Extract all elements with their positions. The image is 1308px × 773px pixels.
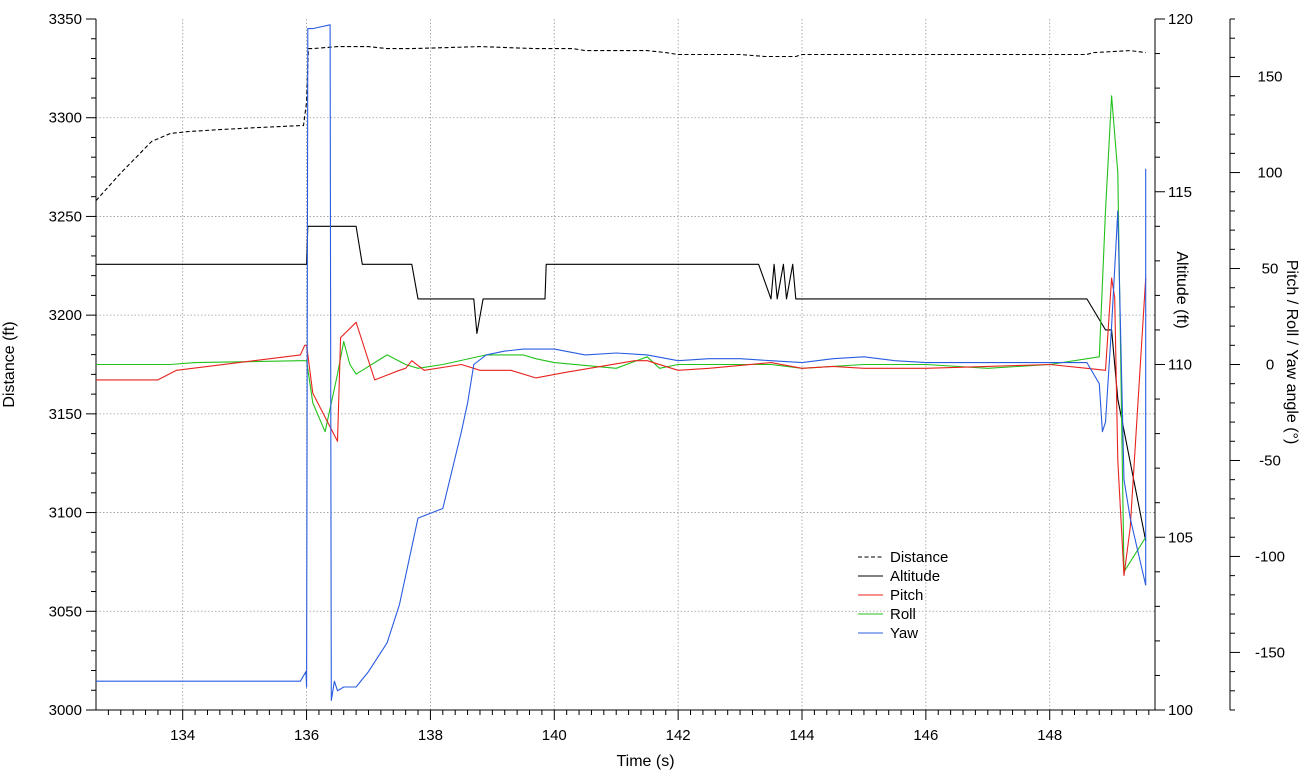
- y-angle-tick-label: 50: [1262, 261, 1279, 278]
- grid: [96, 19, 1155, 710]
- series-line-roll: [96, 95, 1147, 573]
- x-tick-label: 138: [418, 727, 443, 744]
- y-altitude-tick-label: 115: [1168, 184, 1192, 201]
- legend-label-pitch: Pitch: [890, 587, 923, 604]
- series-line-pitch: [96, 277, 1147, 577]
- y-angle-tick-label: 100: [1257, 165, 1282, 182]
- legend-label-altitude: Altitude: [890, 568, 940, 585]
- series-group: [95, 24, 1147, 701]
- y-left-tick-label: 3300: [49, 110, 82, 127]
- y-altitude-tick-label: 110: [1168, 357, 1192, 374]
- series-line-distance: [95, 46, 1146, 201]
- x-axis-title: Time (s): [616, 753, 674, 770]
- x-tick-label: 134: [170, 727, 195, 744]
- x-tick-label: 144: [789, 727, 814, 744]
- y-altitude-tick-label: 120: [1168, 11, 1193, 28]
- x-tick-label: 140: [542, 727, 567, 744]
- y-angle-tick-label: -100: [1255, 548, 1285, 565]
- axes: 134 136 138 140 142 144 146 148 3000 3050 3100 3150…: [1, 11, 1300, 770]
- x-tick-label: 146: [913, 727, 938, 744]
- y-angle-tick-label: 0: [1266, 357, 1274, 374]
- y-angle-axis-title: Pitch / Roll / Yaw angle (°): [1283, 260, 1300, 445]
- y-left-tick-label: 3150: [49, 406, 82, 423]
- series-line-yaw: [96, 24, 1147, 701]
- legend-label-roll: Roll: [890, 606, 916, 623]
- x-tick-label: 136: [294, 727, 319, 744]
- y-angle-tick-label: 150: [1257, 69, 1282, 86]
- x-tick-label: 148: [1037, 727, 1062, 744]
- legend-label-yaw: Yaw: [890, 625, 918, 642]
- y-left-tick-label: 3350: [49, 11, 82, 28]
- y-angle-tick-label: -150: [1255, 644, 1285, 661]
- y-left-tick-label: 3250: [49, 208, 82, 225]
- y-left-tick-label: 3200: [49, 307, 82, 324]
- y-angle-tick-label: -50: [1259, 452, 1281, 469]
- legend: Distance Altitude Pitch Roll Yaw: [858, 549, 948, 642]
- y-altitude-axis-title: Altitude (ft): [1173, 251, 1190, 328]
- y-altitude-tick-label: 105: [1168, 529, 1193, 546]
- x-tick-label: 142: [666, 727, 691, 744]
- y-left-axis-title: Distance (ft): [1, 321, 18, 407]
- legend-label-distance: Distance: [890, 549, 948, 566]
- series-line-altitude: [96, 225, 1147, 541]
- y-altitude-tick-label: 100: [1168, 702, 1193, 719]
- y-left-tick-label: 3050: [49, 603, 82, 620]
- y-left-tick-label: 3000: [49, 702, 82, 719]
- y-left-tick-label: 3100: [49, 505, 82, 522]
